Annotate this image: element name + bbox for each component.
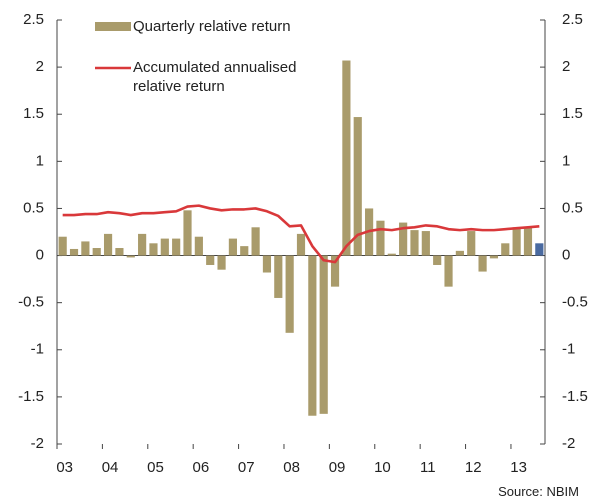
line bbox=[62, 204, 540, 264]
bar bbox=[433, 255, 442, 265]
bar bbox=[330, 255, 340, 287]
bar bbox=[376, 220, 385, 256]
y2-tick-label: -0.5 bbox=[562, 294, 588, 311]
bar bbox=[535, 243, 544, 256]
x-tick-label: 07 bbox=[238, 459, 255, 476]
x-tick-label: 11 bbox=[420, 459, 436, 476]
bar bbox=[126, 255, 135, 258]
bar bbox=[217, 255, 226, 270]
y-tick-label: 1 bbox=[36, 152, 44, 169]
y-tick-label: -1 bbox=[31, 341, 44, 358]
source-note: Source: NBIM bbox=[498, 484, 579, 499]
bar bbox=[523, 227, 533, 256]
y2-tick-label: 0 bbox=[562, 247, 570, 264]
bar bbox=[444, 255, 453, 287]
x-tick-label: 09 bbox=[329, 459, 346, 476]
y2-tick-label: 1.5 bbox=[562, 105, 583, 122]
bar bbox=[149, 243, 158, 256]
bar bbox=[410, 230, 419, 256]
bar bbox=[138, 233, 147, 256]
y-tick-label: 0 bbox=[36, 247, 44, 264]
x-tick-label: 05 bbox=[147, 459, 164, 476]
bar bbox=[467, 231, 476, 256]
bar bbox=[194, 236, 203, 256]
bar bbox=[501, 243, 510, 256]
legend-label: Accumulated annualised relative return bbox=[133, 59, 297, 95]
y-tick-label: -1.5 bbox=[18, 388, 44, 405]
bar bbox=[353, 117, 362, 256]
y-tick-label: -0.5 bbox=[18, 294, 44, 311]
bar bbox=[172, 238, 181, 256]
bar bbox=[206, 255, 215, 265]
bar bbox=[92, 248, 101, 256]
y2-tick-label: 0.5 bbox=[562, 199, 583, 216]
y-tick-label: 2.5 bbox=[23, 11, 44, 28]
bar bbox=[262, 255, 272, 273]
legend-label: Quarterly relative return bbox=[133, 18, 291, 35]
bar bbox=[308, 255, 317, 416]
bar bbox=[58, 236, 67, 256]
y2-tick-label: 2 bbox=[562, 58, 570, 75]
y2-tick-label: 2.5 bbox=[562, 11, 583, 28]
bar bbox=[296, 233, 306, 256]
y2-tick-label: 1 bbox=[562, 152, 570, 169]
y-tick-label: 2 bbox=[36, 58, 44, 75]
bar bbox=[399, 222, 408, 256]
x-tick-label: 04 bbox=[102, 459, 119, 476]
bar bbox=[455, 250, 464, 256]
bar bbox=[489, 255, 499, 259]
bar bbox=[160, 238, 169, 256]
x-tick-label: 12 bbox=[465, 459, 482, 476]
bar bbox=[103, 233, 113, 256]
y-tick-label: 0.5 bbox=[23, 199, 44, 216]
bar bbox=[274, 255, 283, 298]
bar bbox=[81, 241, 90, 256]
bar bbox=[240, 246, 249, 256]
bar bbox=[251, 227, 260, 256]
x-tick-label: 08 bbox=[283, 459, 300, 476]
legend-swatch bbox=[95, 22, 131, 31]
bar bbox=[319, 255, 328, 414]
x-tick-label: 06 bbox=[193, 459, 210, 476]
x-tick-label: 13 bbox=[510, 459, 527, 476]
y-tick-label: -2 bbox=[31, 435, 44, 452]
bar bbox=[183, 210, 192, 256]
bar bbox=[512, 227, 521, 256]
bar bbox=[69, 248, 79, 256]
bar bbox=[228, 238, 237, 256]
bar bbox=[342, 60, 351, 256]
bar bbox=[285, 255, 294, 333]
bar bbox=[387, 253, 396, 256]
y2-tick-label: -1 bbox=[562, 341, 575, 358]
bar bbox=[421, 231, 430, 256]
y2-tick-label: -2 bbox=[562, 435, 575, 452]
y2-tick-label: -1.5 bbox=[562, 388, 588, 405]
bar bbox=[115, 248, 124, 256]
x-tick-label: 03 bbox=[56, 459, 73, 476]
y-tick-label: 1.5 bbox=[23, 105, 44, 122]
x-tick-label: 10 bbox=[374, 459, 391, 476]
bar bbox=[478, 255, 487, 272]
